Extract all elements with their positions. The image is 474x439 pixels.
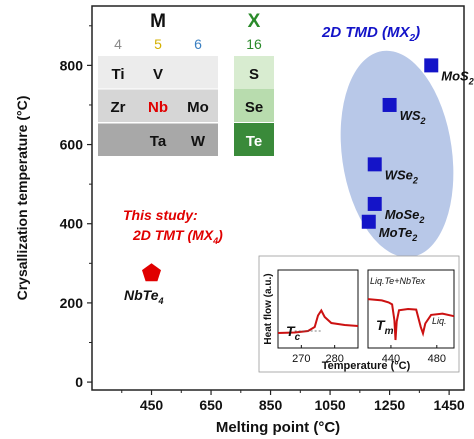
element-nb: Nb	[148, 99, 168, 116]
x-tick-label: 1450	[434, 397, 465, 413]
tick-group: 450 650 850 1050 1250 1450 0 200 400 600 800	[60, 25, 465, 413]
dsc-curve-right	[367, 298, 455, 341]
study-label-line2: 2D TMT (MX4)	[132, 227, 223, 246]
element-w: W	[191, 133, 206, 150]
inset-left-frame	[277, 269, 359, 349]
dsc-curve-left	[277, 308, 359, 334]
tmd-point-label: WSe2	[385, 167, 418, 185]
ptable-row-bg	[98, 123, 218, 156]
inset-background	[258, 255, 460, 373]
inset-right-frame	[367, 269, 455, 349]
x-tick-label: 450	[140, 397, 164, 413]
y-tick-label: 800	[60, 57, 84, 73]
x-tick-label: 650	[199, 397, 223, 413]
x-tick-label: 1050	[315, 397, 346, 413]
liq-te-annotation: Liq.Te+NbTex	[370, 276, 426, 286]
inset-tick-label: 280	[325, 353, 343, 365]
tmd-title-close: )	[413, 24, 420, 41]
y-tick-label: 600	[60, 137, 84, 153]
group-number: 5	[154, 36, 162, 52]
dsc-inset: 270 280 Tc Heat flow (a.u.) 440 480 Liq.Te+NbT…	[258, 255, 460, 373]
main-axes-frame	[91, 5, 465, 391]
element-ti: Ti	[111, 66, 124, 83]
y-tick-label: 200	[60, 295, 84, 311]
study-title-close: )	[216, 227, 223, 243]
element-ta: Ta	[150, 133, 167, 150]
tmd-title-sub: 2	[409, 33, 416, 44]
ptable-x-cell	[234, 89, 274, 122]
x-header: X	[248, 11, 261, 32]
study-title: 2D TMT (MX	[132, 227, 215, 243]
inset-tick-label: 270	[292, 353, 310, 365]
element-v: V	[153, 66, 163, 83]
tmd-point-mose2	[367, 196, 382, 211]
ptable-row-bg	[98, 89, 218, 122]
heat-flow-label: Heat flow (a.u.)	[263, 273, 274, 344]
inset-tick-label: 440	[382, 353, 400, 365]
element-mo: Mo	[187, 99, 209, 116]
group-number: 4	[114, 36, 122, 52]
tmd-point-label: MoSe2	[385, 207, 425, 225]
study-title-sub: 4	[212, 236, 218, 246]
liq-annotation: Liq.	[432, 316, 447, 326]
tmt-point-nbte4	[142, 263, 161, 282]
ptable-x-cell	[234, 123, 274, 156]
tmd-point-label: MoTe2	[379, 225, 417, 243]
tmd-point-wse2	[367, 157, 382, 172]
tmd-point-mos2	[424, 58, 439, 73]
element-zr: Zr	[111, 99, 126, 116]
tm-label: Tm	[376, 317, 394, 337]
tmd-point-ws2	[382, 97, 397, 112]
tmd-point-mote2	[361, 214, 376, 229]
nbte4-label: NbTe4	[124, 287, 164, 306]
tmd-legend-label: 2D TMD (MX2)	[321, 24, 420, 44]
element-se: Se	[245, 99, 263, 116]
temperature-label: Temperature (°C)	[322, 360, 411, 372]
element-s: S	[249, 66, 259, 83]
x-tick-label: 850	[259, 397, 283, 413]
m-header: M	[150, 11, 166, 32]
inset-tick-label: 480	[428, 353, 446, 365]
y-axis-label: Crysallization temperature (°C)	[14, 96, 30, 301]
tmd-point-label: MoS2	[441, 68, 473, 86]
ptable-row-bg	[98, 56, 218, 89]
nbte4-sub: 4	[157, 296, 163, 306]
group-number: 6	[194, 36, 202, 52]
group-number: 16	[246, 36, 262, 52]
ptable-x-cell	[234, 56, 274, 89]
tmd-title: 2D TMD (MX	[321, 24, 410, 41]
study-label-line1: This study:	[123, 207, 198, 223]
element-te: Te	[246, 133, 262, 150]
x-tick-label: 1250	[374, 397, 405, 413]
nbte4-main: NbTe	[124, 287, 159, 303]
y-tick-label: 400	[60, 216, 84, 232]
tmd-point-label: WS2	[400, 108, 426, 126]
y-tick-label: 0	[75, 374, 83, 390]
periodic-table: M X 4 5 6 16 Ti V S Zr Nb Mo Se Ta W Te	[98, 11, 274, 156]
x-axis-label: Melting point (°C)	[216, 419, 340, 436]
tc-label: Tc	[286, 323, 301, 343]
